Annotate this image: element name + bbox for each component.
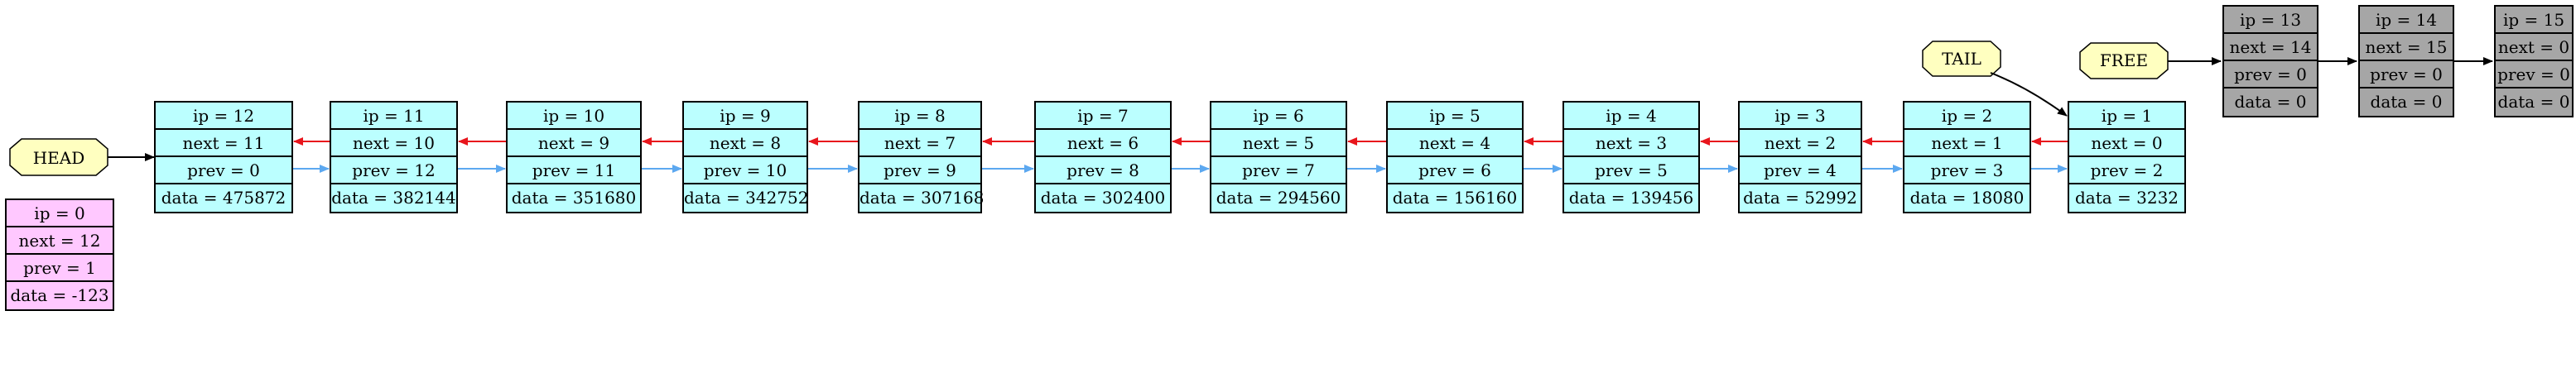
free-node: ip = 15 next = 0 prev = 0 data = 0 — [2494, 5, 2574, 117]
node-prev: prev = 7 — [1211, 157, 1346, 184]
node-next: next = 8 — [684, 130, 807, 157]
node-next: next = 9 — [508, 130, 640, 157]
node-data: data = 475872 — [161, 188, 286, 208]
free-pointer-shape — [2079, 42, 2169, 79]
node-ip: ip = 2 — [1904, 103, 2030, 130]
node-data: data = 0 — [2370, 92, 2443, 112]
node-ip: ip = 12 — [156, 103, 291, 130]
node-prev: prev = 3 — [1904, 157, 2030, 184]
node-prev: prev = 9 — [859, 157, 980, 184]
free-node: ip = 13 next = 14 prev = 0 data = 0 — [2222, 5, 2318, 117]
node-next: next = 0 — [2496, 34, 2572, 61]
node-next: next = 12 — [7, 227, 113, 255]
list-node: ip = 4 next = 3 prev = 5 data = 139456 — [1562, 101, 1700, 213]
list-node: ip = 5 next = 4 prev = 6 data = 156160 — [1386, 101, 1524, 213]
tail-pointer: TAIL — [1942, 49, 1981, 69]
node-data: data = 18080 — [1909, 188, 2025, 208]
node-ip: ip = 1 — [2069, 103, 2184, 130]
node-prev: prev = 10 — [684, 157, 807, 184]
list-node: ip = 10 next = 9 prev = 11 data = 351680 — [506, 101, 642, 213]
node-ip: ip = 11 — [331, 103, 456, 130]
node-next: next = 6 — [1036, 130, 1170, 157]
node-next: next = 7 — [859, 130, 980, 157]
node-prev: prev = 0 — [2224, 61, 2317, 88]
node-next: next = 4 — [1388, 130, 1522, 157]
node-prev: prev = 0 — [2496, 61, 2572, 88]
node-prev: prev = 8 — [1036, 157, 1170, 184]
node-next: next = 2 — [1740, 130, 1861, 157]
node-data: data = 351680 — [511, 188, 637, 208]
node-prev: prev = 1 — [7, 255, 113, 282]
node-prev: prev = 5 — [1564, 157, 1698, 184]
head-pointer-shape — [9, 138, 108, 176]
tail-pointer-shape — [1922, 41, 2001, 77]
node-ip: ip = 6 — [1211, 103, 1346, 130]
node-data: data = 0 — [2497, 92, 2570, 112]
list-node: ip = 2 next = 1 prev = 3 data = 18080 — [1903, 101, 2031, 213]
node-prev: prev = 0 — [2360, 61, 2453, 88]
node-data: data = 139456 — [1568, 188, 1694, 208]
node-next: next = 10 — [331, 130, 456, 157]
node-ip: ip = 10 — [508, 103, 640, 130]
list-node: ip = 6 next = 5 prev = 7 data = 294560 — [1210, 101, 1347, 213]
node-next: next = 1 — [1904, 130, 2030, 157]
list-node: ip = 9 next = 8 prev = 10 data = 342752 — [682, 101, 809, 213]
node-data: data = 156160 — [1392, 188, 1518, 208]
dummy-node: ip = 0 next = 12 prev = 1 data = -123 — [5, 198, 114, 311]
node-ip: ip = 8 — [859, 103, 980, 130]
node-data: data = 382144 — [331, 188, 456, 208]
free-node: ip = 14 next = 15 prev = 0 data = 0 — [2358, 5, 2454, 117]
node-data: data = 307168 — [859, 188, 985, 208]
node-ip: ip = 15 — [2496, 7, 2572, 34]
node-next: next = 5 — [1211, 130, 1346, 157]
list-node: ip = 8 next = 7 prev = 9 data = 307168 — [858, 101, 985, 213]
node-next: next = 3 — [1564, 130, 1698, 157]
node-prev: prev = 11 — [508, 157, 640, 184]
node-ip: ip = 0 — [7, 200, 113, 227]
node-prev: prev = 6 — [1388, 157, 1522, 184]
node-ip: ip = 13 — [2224, 7, 2317, 34]
list-node: ip = 11 next = 10 prev = 12 data = 382144 — [330, 101, 458, 213]
node-ip: ip = 7 — [1036, 103, 1170, 130]
node-data: data = 294560 — [1216, 188, 1341, 208]
node-data: data = 342752 — [684, 188, 809, 208]
node-ip: ip = 5 — [1388, 103, 1522, 130]
node-ip: ip = 14 — [2360, 7, 2453, 34]
node-data: data = 3232 — [2074, 188, 2179, 208]
head-pointer: HEAD — [32, 148, 85, 168]
node-next: next = 14 — [2224, 34, 2317, 61]
node-prev: prev = 12 — [331, 157, 456, 184]
list-node: ip = 7 next = 6 prev = 8 data = 302400 — [1034, 101, 1172, 213]
tail-edge — [1990, 72, 2068, 117]
list-node: ip = 1 next = 0 prev = 2 data = 3232 — [2068, 101, 2186, 213]
node-ip: ip = 9 — [684, 103, 807, 130]
free-pointer: FREE — [2099, 50, 2149, 70]
node-ip: ip = 4 — [1564, 103, 1698, 130]
node-data: data = 52992 — [1743, 188, 1857, 208]
node-prev: prev = 0 — [156, 157, 291, 184]
node-data: data = 302400 — [1040, 188, 1166, 208]
node-prev: prev = 4 — [1740, 157, 1861, 184]
list-node: ip = 12 next = 11 prev = 0 data = 475872 — [154, 101, 293, 213]
list-node: ip = 3 next = 2 prev = 4 data = 52992 — [1738, 101, 1862, 213]
node-data: data = 0 — [2234, 92, 2307, 112]
node-prev: prev = 2 — [2069, 157, 2184, 184]
node-next: next = 0 — [2069, 130, 2184, 157]
node-next: next = 11 — [156, 130, 291, 157]
node-next: next = 15 — [2360, 34, 2453, 61]
node-data: data = -123 — [10, 285, 109, 305]
node-ip: ip = 3 — [1740, 103, 1861, 130]
